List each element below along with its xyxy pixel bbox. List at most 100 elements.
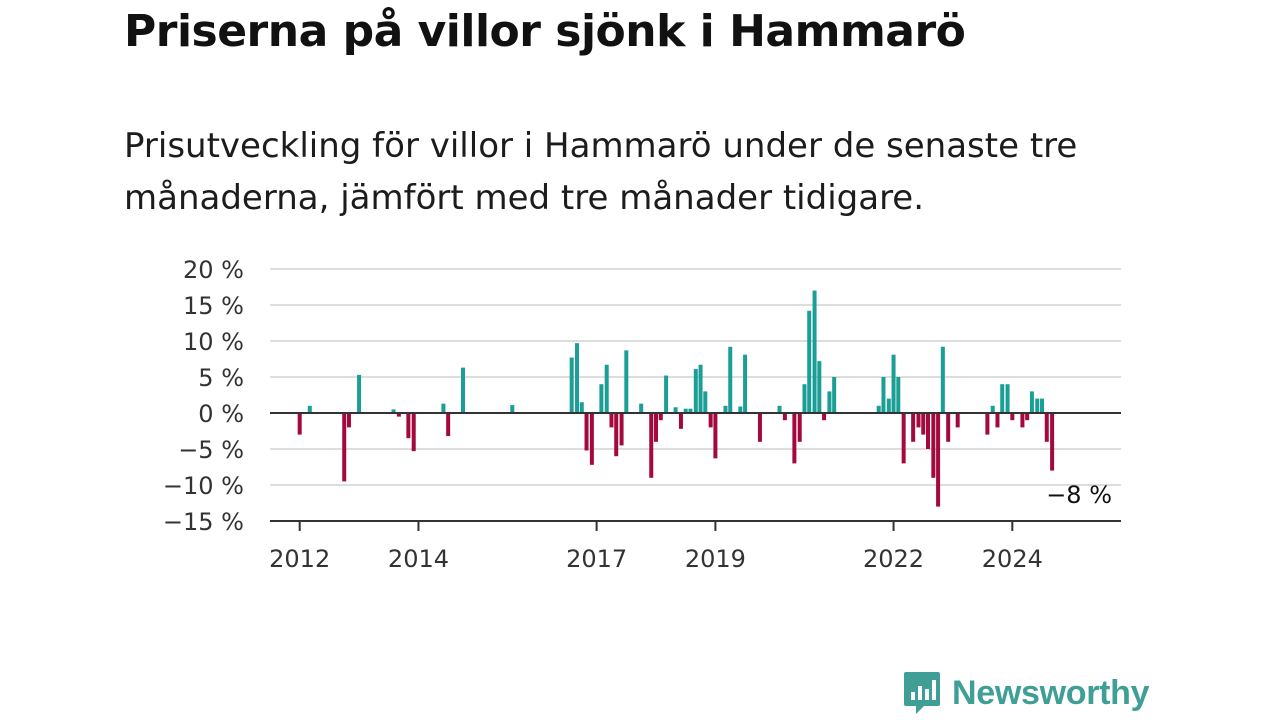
bar-positive	[777, 405, 782, 413]
bar-positive	[604, 364, 609, 413]
x-tick-label: 2017	[566, 545, 627, 573]
bar-negative	[614, 413, 619, 457]
newsworthy-logo: Newsworthy	[902, 670, 1150, 716]
bar-negative	[396, 413, 401, 417]
bar-positive	[624, 350, 629, 413]
bar-positive	[827, 391, 832, 413]
bar-positive	[599, 384, 604, 413]
bar-positive	[832, 377, 837, 413]
y-tick-label: 0 %	[198, 400, 244, 428]
bar-positive	[728, 346, 733, 413]
tick-labels: 20 % 15 % 10 % 5 % 0 % −5 % −10 % −15 % 2012 2014…	[163, 256, 1112, 573]
y-tick-label: 5 %	[198, 364, 244, 392]
bar-negative	[609, 413, 614, 428]
bar-positive	[461, 367, 466, 413]
bar-positive	[1005, 384, 1010, 413]
bar-positive	[683, 408, 688, 413]
bar-positive	[812, 290, 817, 413]
bar-negative	[921, 413, 926, 435]
bar-negative	[936, 413, 941, 507]
bar-positive	[802, 384, 807, 413]
bar-negative	[792, 413, 797, 464]
bar-positive	[990, 405, 995, 413]
bar-negative	[619, 413, 624, 446]
bar-negative	[708, 413, 713, 428]
bar-positive	[743, 354, 748, 413]
bar-positive	[510, 405, 515, 413]
bar-positive	[698, 364, 703, 413]
x-tick-label: 2024	[982, 545, 1043, 573]
bar-positive	[357, 374, 362, 413]
chart-subtitle: Prisutveckling för villor i Hammarö unde…	[124, 126, 1078, 218]
bar-negative	[955, 413, 960, 428]
bar-negative	[1044, 413, 1049, 442]
bar-negative	[346, 413, 351, 428]
bar-positive	[673, 407, 678, 413]
bar-negative	[584, 413, 589, 451]
axes	[270, 412, 1121, 531]
bar-positive	[881, 377, 886, 413]
bar-negative	[1010, 413, 1015, 421]
bar-negative	[916, 413, 921, 428]
bar-negative	[658, 413, 663, 421]
bar-negative	[1025, 413, 1030, 421]
bars	[297, 290, 1055, 507]
y-tick-label: −10 %	[163, 472, 244, 500]
bar-positive	[1000, 384, 1005, 413]
latest-value-label: −8 %	[1046, 481, 1112, 509]
bar-positive	[569, 357, 574, 413]
bar-negative	[931, 413, 936, 478]
bar-positive	[891, 354, 896, 413]
bar-positive	[817, 361, 822, 413]
bar-negative	[782, 413, 787, 421]
bar-positive	[807, 310, 812, 413]
bar-positive	[703, 391, 708, 413]
bar-positive	[688, 408, 693, 413]
bar-negative	[297, 413, 302, 435]
bar-positive	[1029, 391, 1034, 413]
bar-positive	[876, 405, 881, 413]
bar-positive	[693, 369, 698, 413]
bar-positive	[896, 377, 901, 413]
bar-positive	[1040, 398, 1045, 413]
bar-negative	[946, 413, 951, 442]
bar-negative	[985, 413, 990, 435]
bar-positive	[639, 403, 644, 413]
bar-negative	[1020, 413, 1025, 428]
bar-negative	[654, 413, 659, 442]
bar-negative	[406, 413, 411, 439]
bar-negative	[1050, 413, 1055, 471]
bar-negative	[342, 413, 347, 482]
bar-positive	[940, 346, 945, 413]
bar-negative	[901, 413, 906, 464]
x-tick-label: 2014	[388, 545, 449, 573]
y-tick-label: 10 %	[183, 328, 244, 356]
bar-negative	[713, 413, 718, 459]
bar-positive	[307, 405, 312, 413]
y-tick-label: −15 %	[163, 508, 244, 536]
bar-positive	[575, 343, 580, 413]
brand-name: Newsworthy	[952, 673, 1150, 712]
bar-negative	[995, 413, 1000, 428]
bar-negative	[911, 413, 916, 442]
x-tick-label: 2012	[269, 545, 330, 573]
bar-positive	[391, 409, 396, 413]
bar-negative	[678, 413, 683, 429]
chart-title: Priserna på villor sjönk i Hammarö	[124, 6, 966, 57]
y-tick-label: 20 %	[183, 256, 244, 284]
bar-positive	[1035, 398, 1040, 413]
bar-positive	[886, 398, 891, 413]
bar-positive	[723, 405, 728, 413]
chart-bubble-icon	[904, 672, 940, 714]
bar-positive	[738, 406, 743, 413]
bar-negative	[925, 413, 930, 449]
bar-negative	[797, 413, 802, 442]
bar-negative	[649, 413, 654, 478]
bar-negative	[589, 413, 594, 465]
bar-negative	[446, 413, 451, 437]
y-tick-label: −5 %	[178, 436, 244, 464]
y-tick-label: 15 %	[183, 292, 244, 320]
bar-negative	[822, 413, 827, 421]
x-tick-label: 2019	[685, 545, 746, 573]
